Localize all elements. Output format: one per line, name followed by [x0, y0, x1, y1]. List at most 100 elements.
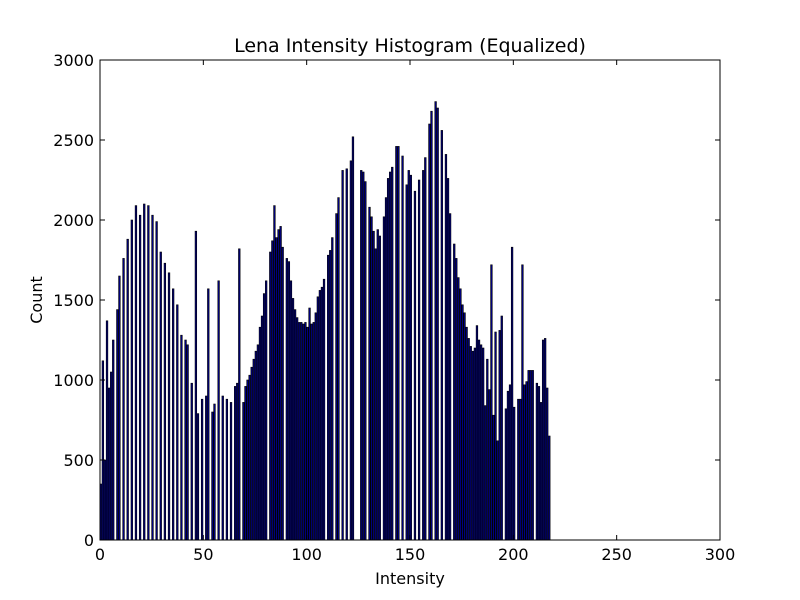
histogram-bar: [256, 344, 260, 541]
histogram-bar: [341, 170, 344, 541]
histogram-bar: [513, 406, 516, 541]
histogram-bar: [486, 358, 489, 541]
histogram-bar: [405, 184, 408, 541]
histogram-bar: [465, 326, 468, 541]
histogram-bar: [376, 229, 379, 541]
histogram-bar: [126, 238, 129, 541]
histogram-bar: [378, 235, 381, 541]
y-tick-label: 2000: [53, 211, 94, 230]
histogram-bar: [362, 171, 365, 541]
histogram-bar: [546, 387, 549, 541]
histogram-bar: [211, 411, 214, 541]
histogram-bar: [490, 264, 493, 541]
histogram-bar: [308, 307, 311, 541]
histogram-bar: [289, 280, 293, 541]
histogram-bar: [252, 358, 255, 541]
histogram-bar: [453, 243, 456, 541]
histogram-bar: [320, 286, 324, 541]
histogram-bar: [461, 304, 464, 541]
histogram-bar: [302, 323, 305, 541]
histogram-bar: [508, 384, 512, 541]
histogram-bar: [467, 338, 470, 541]
histogram-bar: [217, 280, 220, 541]
histogram-bar: [531, 370, 534, 541]
histogram-bar: [506, 390, 510, 541]
y-tick-label: 1000: [53, 371, 94, 390]
histogram-bar: [391, 166, 394, 541]
histogram-bar: [541, 339, 545, 541]
histogram-bar: [395, 146, 398, 541]
histogram-bar: [291, 298, 295, 541]
histogram-bar: [424, 157, 427, 541]
histogram-bar: [258, 326, 262, 541]
x-tick-label: 100: [291, 545, 322, 564]
histogram-bar: [417, 179, 421, 541]
histogram-bar: [484, 405, 487, 541]
histogram-bar: [521, 264, 524, 541]
histogram-bar: [469, 346, 472, 541]
histogram-bar: [275, 237, 278, 541]
histogram-bar: [428, 123, 431, 541]
histogram-bar: [316, 296, 319, 541]
histogram-bar: [180, 334, 183, 541]
histogram-bar: [527, 370, 530, 541]
histogram-bar: [155, 221, 158, 541]
histogram-bar: [262, 293, 266, 541]
histogram-bar: [389, 171, 392, 541]
histogram-bar: [246, 379, 249, 541]
x-tick-label: 200: [498, 545, 529, 564]
x-axis-label: Intensity: [375, 569, 445, 588]
histogram-bar: [279, 226, 282, 541]
histogram-bar: [159, 251, 162, 541]
histogram-bar: [151, 214, 154, 541]
histogram-bar: [409, 174, 412, 541]
histogram-bar: [413, 190, 417, 541]
histogram-bar: [277, 229, 280, 541]
histogram-bar: [473, 347, 477, 541]
histogram-bar: [196, 413, 200, 541]
histogram-bar: [337, 197, 340, 541]
histogram-bar: [312, 322, 315, 541]
histogram-bar: [504, 408, 508, 541]
histogram-bar: [103, 459, 107, 541]
histogram-bar: [238, 248, 241, 541]
histogram-bar: [190, 382, 193, 541]
histogram-bar: [434, 101, 437, 541]
histogram-bar: [322, 278, 326, 541]
x-tick-label: 50: [193, 545, 213, 564]
histogram-bar: [281, 246, 284, 541]
histogram-bar: [370, 216, 373, 541]
x-tick-label: 250: [601, 545, 632, 564]
histogram-bar: [440, 130, 443, 541]
histogram-bar: [318, 290, 322, 541]
histogram-bar: [101, 360, 105, 541]
histogram-bar: [548, 435, 551, 541]
histogram-bar: [498, 330, 501, 541]
histogram-bar: [500, 315, 503, 541]
histogram-bar: [386, 178, 390, 541]
histogram-bar: [382, 216, 386, 541]
histogram-bar: [329, 250, 332, 541]
histogram-bar: [229, 402, 233, 541]
y-axis-label: Count: [27, 276, 46, 324]
histogram-bar: [496, 440, 499, 541]
histogram-bar: [248, 374, 251, 541]
histogram-bar: [271, 240, 274, 541]
histogram-bar: [306, 326, 309, 541]
histogram-bar: [310, 323, 313, 541]
histogram-bar: [236, 382, 239, 541]
histogram-bar: [118, 275, 121, 541]
histogram-bar: [314, 312, 317, 541]
histogram-bar: [200, 398, 204, 541]
histogram-bar: [225, 398, 229, 541]
histogram-bar: [349, 160, 353, 541]
histogram-bar: [422, 170, 425, 541]
histogram-bar: [482, 347, 485, 541]
histogram-bar: [368, 206, 371, 541]
histogram-bar: [172, 288, 175, 541]
x-tick-label: 300: [705, 545, 736, 564]
histogram-bar: [176, 304, 179, 541]
histogram-bar: [112, 339, 115, 541]
histogram-bar: [213, 403, 216, 541]
